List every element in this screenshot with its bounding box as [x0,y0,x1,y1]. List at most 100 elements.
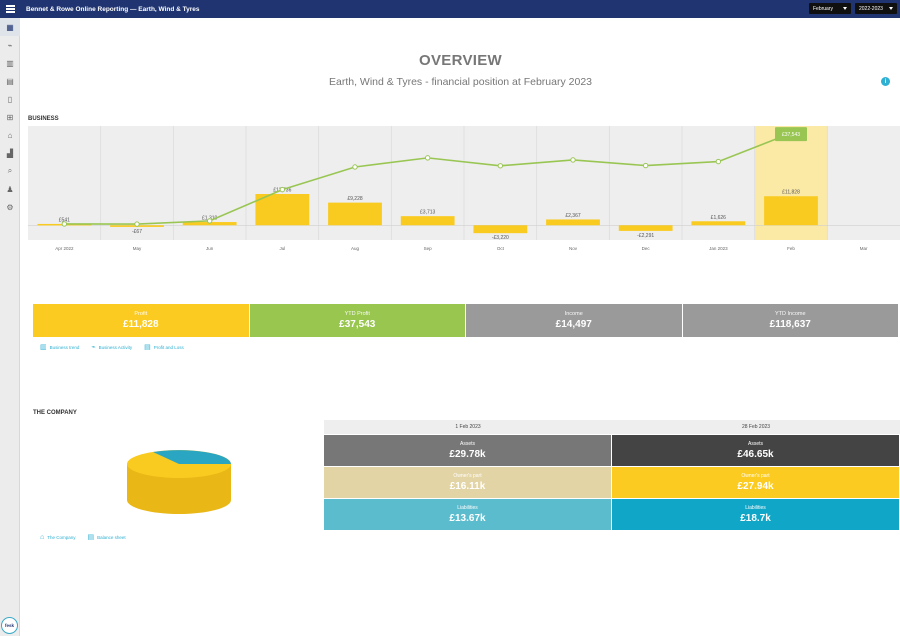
bar-data-label: £11,828 [782,190,800,196]
the-company-link[interactable]: ⌂ The Company [40,533,76,541]
business-links: ▥ Business trend ⌁ Business Activity ▤ Profit… [40,343,184,351]
page-title: OVERVIEW [419,52,502,69]
profit-bar [546,219,600,226]
bar-data-label: £541 [59,217,70,223]
ytd-profit-point [570,157,576,163]
top-bar: Bennet & Rowe Online Reporting — Earth, … [0,0,900,18]
x-tick-label: Oct [497,246,505,251]
balance-sheet-cell[interactable]: Liabilities £13.67k [324,499,612,530]
balance-sheet-row: Liabilities £13.67k Liabilities £18.7k [324,498,900,530]
ytd-profit-point [497,163,504,169]
ytd-profit-point [61,221,68,227]
cell-value: £16.11k [449,481,486,492]
x-tick-label: Dec [642,246,651,251]
kpi-label: YTD Profit [344,311,370,317]
ytd-data-label: £37,543 [782,132,800,138]
bar-data-label: £3,713 [420,210,436,216]
company-section-label: THE COMPANY [33,410,77,416]
trend-icon[interactable]: ⌁ [7,40,13,50]
chevron-down-icon [843,7,847,10]
settings-icon[interactable]: ⚙ [6,202,14,212]
ytd-profit-point [715,158,722,165]
month-select[interactable]: February [809,3,851,14]
year-select-value: 2022-2023 [859,5,883,12]
profit-bar [473,225,528,234]
bar-data-label: -£2,291 [637,233,654,239]
x-axis-band [28,240,900,262]
pie-liabilities-slice [153,450,231,464]
link-label: Balance sheet [97,534,126,540]
link-label: The Company [47,534,76,540]
x-tick-label: Jun [206,246,214,251]
kpi-tile[interactable]: YTD Income £118,637 [682,304,899,337]
link-label: Profit and Loss [153,344,184,350]
bar-chart-icon[interactable]: ▥ [6,58,14,68]
app-title: Bennet & Rowe Online Reporting — Earth, … [26,5,200,13]
info-icon[interactable]: i [881,77,890,86]
menu-icon[interactable] [0,0,20,18]
brand-logo[interactable]: fesk [1,617,18,634]
year-select[interactable]: 2022-2023 [855,3,897,14]
column-header-start: 1 Feb 2023 [455,424,481,430]
hierarchy-icon[interactable]: ⊞ [6,112,14,122]
balance-sheet-table: 1 Feb 2023 28 Feb 2023 Assets £29.78k Asse… [324,420,900,530]
column-chart-icon[interactable]: ▤ [6,76,14,86]
link-icon: ▤ [87,534,95,541]
link-icon: ⌁ [91,344,96,351]
x-tick-label: Jul [279,246,285,251]
profit-bar [400,216,455,226]
ytd-profit-point [352,164,358,170]
x-tick-label: Feb [787,246,795,251]
cell-value: £46.65k [737,449,774,460]
cell-label: Owner's part [741,473,770,479]
user-icon[interactable]: ♟ [6,184,14,194]
bar-data-label: -£3,220 [492,235,509,241]
kpi-tile[interactable]: Income £14,497 [466,304,683,337]
kpi-value: £118,637 [769,319,811,330]
profit-bar [618,225,673,231]
link-icon: ▥ [40,344,47,351]
bar-data-label: £1,626 [711,215,727,221]
cell-label: Owner's part [453,473,482,479]
business-activity-link[interactable]: ⌁ Business Activity [91,343,132,351]
ytd-profit-point [642,162,649,169]
balance-sheet-cell[interactable]: Liabilities £18.7k [612,499,900,530]
kpi-value: £11,828 [122,319,159,330]
pie-side [127,464,231,514]
profit-bar [328,202,382,226]
kpi-tile[interactable]: Profit £11,828 [33,304,250,337]
balance-sheet-link[interactable]: ▤ Balance sheet [88,533,126,541]
business-chart: £541-£67£1,310£12,736£9,228£3,713-£3,220… [28,126,900,262]
balance-sheet-cell[interactable]: Owner's part £27.94k [612,467,900,498]
kpi-value: £14,497 [555,319,592,330]
ytd-profit-point [279,186,286,193]
link-label: Business Activity [98,344,133,350]
chevron-down-icon [889,7,893,10]
cell-label: Liabilities [745,505,766,511]
column-header-end: 28 Feb 2023 [741,424,771,430]
ytd-profit-point [206,218,213,224]
month-select-value: February [813,5,834,12]
kpi-label: YTD Income [774,311,806,317]
x-tick-label: Mar [860,246,868,251]
dashboard-icon[interactable]: ▦ [0,18,20,36]
profit-bar [182,222,237,226]
document-icon[interactable]: ▯ [7,94,13,104]
company-pie-chart [127,450,231,514]
company-links: ⌂ The Company ▤ Balance sheet [40,533,126,542]
profit-bar [691,221,746,226]
kpi-tile[interactable]: YTD Profit £37,543 [249,304,466,337]
balance-sheet-cell[interactable]: Owner's part £16.11k [324,467,612,498]
main-content: OVERVIEW Earth, Wind & Tyres - financial… [21,18,900,636]
link-icon: ▤ [144,344,151,351]
search-icon[interactable]: ⌕ [7,166,13,175]
kpi-label: Income [564,311,583,317]
business-trend-link[interactable]: ▥ Business trend [40,343,79,351]
profit-and-loss-link[interactable]: ▤ Profit and Loss [144,343,184,351]
balance-sheet-cell[interactable]: Assets £29.78k [324,435,612,466]
bar-data-label: -£67 [132,229,142,235]
bank-icon[interactable]: ⌂ [7,130,13,140]
balance-sheet-cell[interactable]: Assets £46.65k [612,435,900,466]
growth-chart-icon[interactable]: ▟ [6,148,14,158]
profit-bar [764,196,818,226]
